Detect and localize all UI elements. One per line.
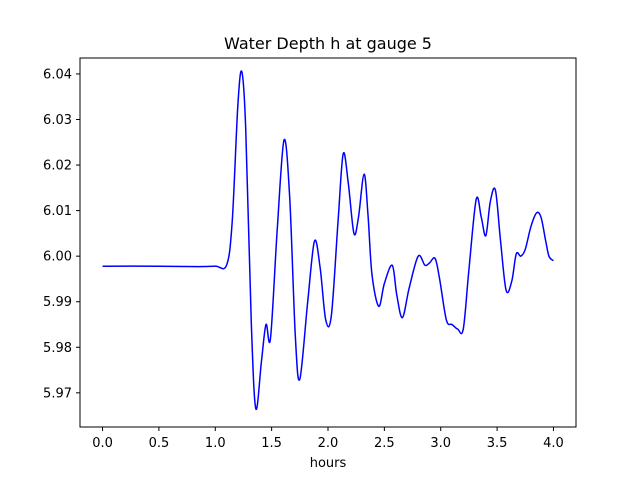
y-tick-label: 6.04 bbox=[43, 67, 72, 82]
x-tick-label: 1.0 bbox=[205, 436, 226, 451]
x-tick-label: 3.5 bbox=[487, 436, 508, 451]
y-tick-label: 6.03 bbox=[43, 113, 72, 128]
series-line-0 bbox=[102, 70, 554, 410]
y-tick-label: 6.01 bbox=[43, 204, 72, 219]
x-tick-label: 2.0 bbox=[318, 436, 339, 451]
y-tick-label: 5.97 bbox=[43, 386, 72, 401]
y-tick-label: 6.02 bbox=[43, 159, 72, 174]
x-tick-label: 0.0 bbox=[92, 436, 113, 451]
plot-frame bbox=[79, 57, 577, 428]
chart-title: Water Depth h at gauge 5 bbox=[224, 34, 432, 53]
y-axis: 5.97 5.98 5.99 6.00 6.01 6.02 6.03 6.04 bbox=[43, 67, 80, 401]
x-tick-label: 1.5 bbox=[261, 436, 282, 451]
plot-series bbox=[102, 70, 554, 410]
y-tick-label: 5.99 bbox=[43, 295, 72, 310]
x-tick-label: 3.0 bbox=[430, 436, 451, 451]
x-axis: 0.0 0.5 1.0 1.5 2.0 2.5 3.0 3.5 4.0 bbox=[92, 427, 564, 451]
y-tick-label: 6.00 bbox=[43, 250, 72, 265]
x-tick-label: 2.5 bbox=[374, 436, 395, 451]
x-axis-label: hours bbox=[310, 456, 347, 471]
y-tick-label: 5.98 bbox=[43, 341, 72, 356]
x-tick-label: 4.0 bbox=[543, 436, 564, 451]
x-tick-label: 0.5 bbox=[149, 436, 170, 451]
